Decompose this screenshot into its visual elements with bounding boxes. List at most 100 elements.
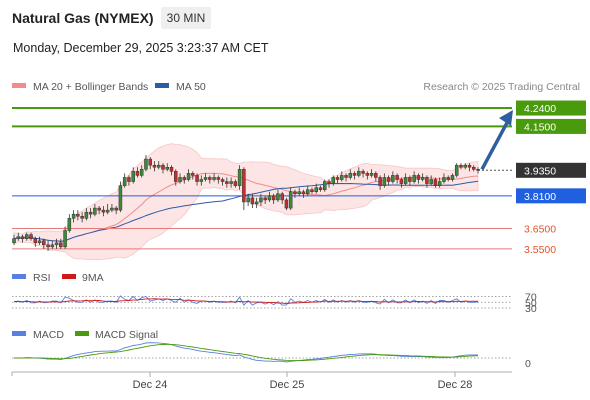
candle-body-100 bbox=[437, 181, 442, 186]
candle-body-105 bbox=[459, 164, 463, 168]
candle-body-47 bbox=[212, 177, 216, 180]
candle-body-34 bbox=[156, 164, 161, 168]
candle-body-4 bbox=[29, 234, 33, 239]
candle-body-1 bbox=[16, 236, 21, 239]
candle-body-35 bbox=[161, 164, 165, 170]
candle-body-87 bbox=[382, 177, 387, 186]
candle-body-79 bbox=[348, 173, 353, 178]
candle-body-44 bbox=[199, 179, 204, 182]
ma50-line bbox=[13, 180, 479, 242]
x-axis: Dec 24 Dec 25 Dec 28 bbox=[11, 371, 512, 391]
candle-body-72 bbox=[318, 187, 323, 190]
candle-body-63 bbox=[280, 193, 284, 201]
candle-body-55 bbox=[246, 197, 250, 203]
rsi-ma-line bbox=[13, 298, 479, 305]
candle-body-37 bbox=[169, 166, 174, 172]
ma50-legend-label: MA 50 bbox=[176, 81, 206, 93]
candle-body-39 bbox=[178, 177, 182, 182]
candle-body-65 bbox=[288, 191, 293, 209]
macd-signal-legend-swatch bbox=[75, 331, 89, 336]
candle-body-7 bbox=[42, 240, 46, 246]
candle-body-32 bbox=[148, 158, 152, 166]
candle-body-6 bbox=[37, 240, 42, 244]
bollinger-band bbox=[13, 143, 479, 261]
candle-body-8 bbox=[46, 244, 50, 248]
candle-body-77 bbox=[340, 175, 344, 180]
rsi-level-label-1: 50 bbox=[525, 297, 537, 309]
candle-body-5 bbox=[33, 238, 38, 244]
candle-body-88 bbox=[386, 177, 391, 182]
forecast-arrow-head bbox=[499, 110, 513, 127]
candle-body-94 bbox=[412, 175, 416, 182]
candle-body-71 bbox=[314, 187, 318, 192]
candle-body-91 bbox=[399, 179, 404, 184]
candle-body-11 bbox=[59, 242, 63, 248]
level-label-5: 3.5500 bbox=[524, 244, 556, 256]
candle-body-13 bbox=[67, 218, 72, 231]
ma50-legend-swatch bbox=[155, 83, 169, 88]
timestamp: Monday, December 29, 2025 3:23:37 AM CET bbox=[13, 41, 269, 55]
candle-body-78 bbox=[344, 175, 348, 178]
candle-body-33 bbox=[152, 164, 157, 168]
candle-body-85 bbox=[374, 173, 378, 178]
macd-legend: MACD MACD Signal bbox=[12, 329, 158, 341]
candle-body-27 bbox=[127, 177, 131, 182]
level-label-4: 3.6500 bbox=[524, 224, 556, 236]
candle-body-24 bbox=[114, 207, 118, 211]
ma20-legend-swatch bbox=[12, 83, 26, 88]
price-legend: MA 20 + Bollinger Bands MA 50 Research ©… bbox=[12, 81, 580, 93]
candle-body-58 bbox=[259, 197, 263, 203]
candle-body-64 bbox=[284, 199, 289, 209]
candle-body-20 bbox=[97, 207, 101, 211]
candle-body-103 bbox=[450, 175, 455, 180]
candle-body-14 bbox=[71, 213, 76, 219]
candle-body-80 bbox=[352, 173, 357, 176]
level-label-0: 4.2400 bbox=[524, 103, 556, 115]
candle-body-99 bbox=[433, 179, 438, 186]
candle-body-93 bbox=[408, 177, 412, 182]
candle-body-45 bbox=[203, 177, 208, 180]
level-badge-1 bbox=[516, 118, 586, 134]
rsi-legend-swatch bbox=[12, 274, 26, 279]
candle-body-86 bbox=[378, 177, 382, 186]
candle-body-25 bbox=[118, 185, 123, 211]
candle-body-95 bbox=[416, 175, 421, 180]
level-badge-3 bbox=[516, 188, 586, 204]
candle-body-36 bbox=[165, 166, 169, 170]
candle-body-15 bbox=[76, 213, 80, 217]
candle-body-62 bbox=[276, 193, 280, 201]
candle-body-40 bbox=[182, 177, 187, 180]
candle-body-106 bbox=[463, 164, 467, 168]
candle-body-10 bbox=[54, 242, 59, 246]
x-tick-label-0: Dec 24 bbox=[133, 379, 168, 391]
candle-body-0 bbox=[12, 238, 16, 244]
rsi-level-label-2: 30 bbox=[525, 303, 537, 315]
level-label-1: 4.1500 bbox=[524, 121, 556, 133]
timeframe-button[interactable]: 30 MIN bbox=[161, 7, 211, 29]
candle-body-50 bbox=[225, 181, 229, 184]
candle-body-83 bbox=[365, 173, 370, 176]
candle-body-107 bbox=[467, 164, 472, 168]
candle-body-46 bbox=[208, 177, 212, 180]
candle-body-89 bbox=[391, 175, 395, 182]
candle-body-97 bbox=[425, 177, 429, 184]
candle-body-101 bbox=[442, 177, 446, 182]
price-panel: 4.2400 4.1500 3.9350 3.8100 3.6500 3.5500 bbox=[12, 100, 586, 261]
candle-body-81 bbox=[357, 171, 361, 176]
candle-body-60 bbox=[267, 195, 272, 201]
candle-body-66 bbox=[293, 191, 297, 195]
candle-body-52 bbox=[233, 181, 238, 186]
candle-body-73 bbox=[323, 181, 327, 190]
candle-body-19 bbox=[93, 207, 97, 215]
forecast-arrow-shaft bbox=[480, 118, 511, 171]
candle-body-18 bbox=[88, 211, 93, 215]
rsi-ma-legend-label: 9MA bbox=[82, 272, 104, 284]
candle-body-41 bbox=[186, 173, 191, 180]
level-label-3: 3.8100 bbox=[524, 191, 556, 203]
candle-body-29 bbox=[135, 171, 140, 176]
credit-label: Research © 2025 Trading Central bbox=[423, 81, 580, 93]
macd-panel: 0 bbox=[12, 342, 531, 370]
rsi-ma-legend-swatch bbox=[62, 274, 76, 279]
